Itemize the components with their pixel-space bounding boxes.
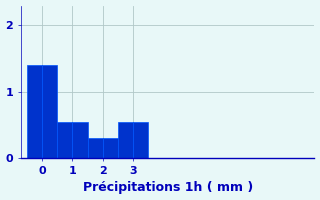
- Bar: [103, 138, 118, 158]
- X-axis label: Précipitations 1h ( mm ): Précipitations 1h ( mm ): [83, 181, 253, 194]
- Bar: [42, 65, 57, 158]
- Bar: [57, 122, 72, 158]
- Bar: [72, 122, 87, 158]
- Bar: [87, 138, 103, 158]
- Bar: [27, 65, 42, 158]
- Bar: [133, 122, 148, 158]
- Bar: [118, 122, 133, 158]
